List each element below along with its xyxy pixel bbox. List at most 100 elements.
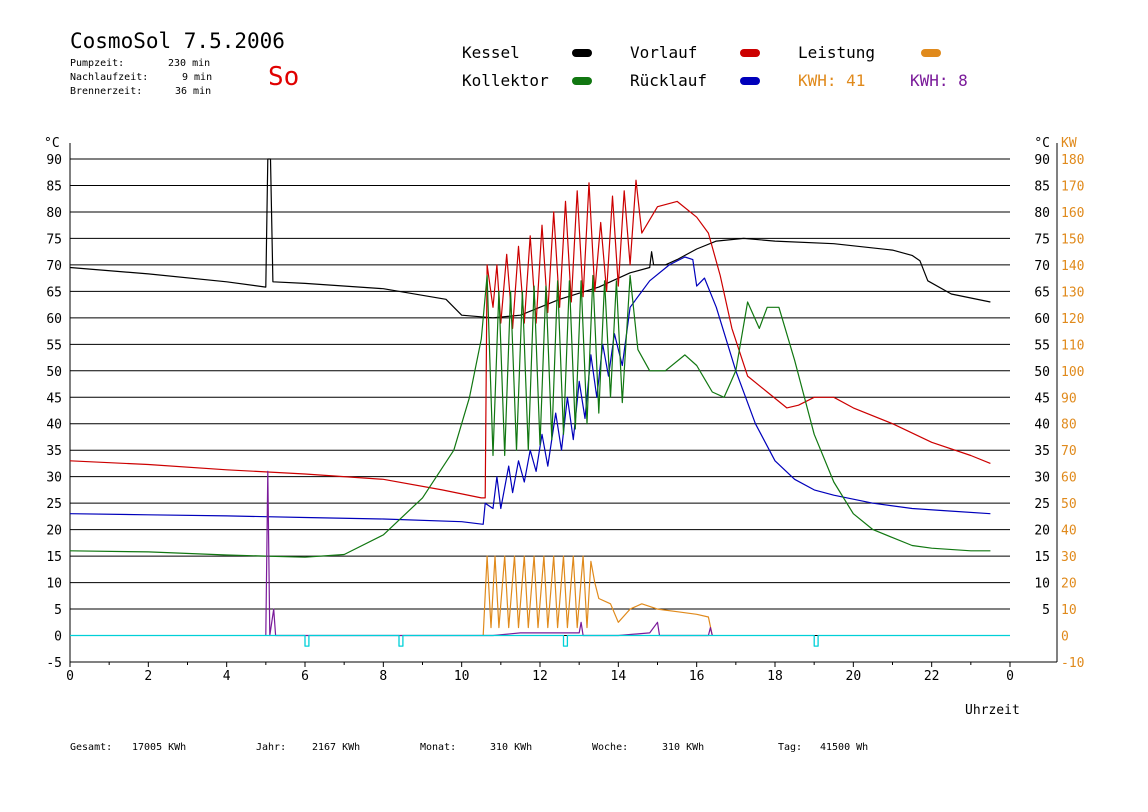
legend-swatch-ruecklauf: [740, 77, 760, 85]
legend-label-leistung: Leistung: [798, 43, 876, 62]
chart-grid: [70, 158, 1010, 637]
footer-label-monat: Monat:: [420, 742, 457, 753]
y-tick-right-kw: 30: [1061, 550, 1077, 565]
y-tick-left: -5: [46, 656, 62, 671]
y-tick-left: 0: [54, 630, 62, 645]
x-tick-label: 4: [223, 669, 231, 684]
y-tick-left: 70: [46, 259, 62, 274]
legend-label-ruecklauf: Rücklauf: [630, 71, 708, 90]
y-tick-left: 45: [46, 391, 62, 406]
y-tick-left: 40: [46, 418, 62, 433]
x-tick-label: 20: [846, 669, 862, 684]
stat-label-nachlaufzeit: Nachlaufzeit:: [70, 72, 149, 83]
x-tick-label: 12: [532, 669, 548, 684]
y-tick-left: 35: [46, 444, 62, 459]
y-tick-left: 60: [46, 312, 62, 327]
y-tick-right-c: 70: [1034, 259, 1050, 274]
legend-kwh-orange: KWH: 41: [798, 71, 866, 90]
series-vorlauf: [69, 179, 991, 499]
y-tick-left: 80: [46, 206, 62, 221]
chart-series: [69, 158, 1010, 647]
legend-swatch-vorlauf: [740, 49, 760, 57]
y-tick-right-kw: 170: [1061, 179, 1084, 194]
legend-swatch-kessel: [572, 49, 592, 57]
legend-label-kessel: Kessel: [462, 43, 520, 62]
y-tick-right-c: 75: [1034, 232, 1050, 247]
legend-swatch-leistung: [921, 49, 941, 57]
footer-value-jahr: 2167 KWh: [312, 742, 361, 753]
series-purple: [265, 470, 713, 637]
y-tick-right-c: 35: [1034, 444, 1050, 459]
y-tick-right-kw: 70: [1061, 444, 1077, 459]
footer-label-tag: Tag:: [778, 742, 803, 753]
y-tick-right-kw: 40: [1061, 524, 1077, 539]
y-tick-right-c: 55: [1034, 338, 1050, 353]
series-ruecklauf: [69, 256, 991, 525]
y-tick-right-kw: 20: [1061, 577, 1077, 592]
legend-label-kollektor: Kollektor: [462, 71, 549, 90]
y-tick-right-kw: 120: [1061, 312, 1084, 327]
x-tick-label: 0: [1006, 669, 1014, 684]
x-tick-label: 16: [689, 669, 705, 684]
stat-value-brennerzeit: 36 min: [175, 86, 212, 97]
y-tick-right-kw: 130: [1061, 285, 1084, 300]
chart-title: CosmoSol 7.5.2006: [70, 29, 285, 53]
x-tick-label: 6: [301, 669, 309, 684]
y-tick-right-kw: 180: [1061, 153, 1084, 168]
y-tick-right-kw: 100: [1061, 365, 1084, 380]
footer-label-woche: Woche:: [592, 742, 629, 753]
series-cyan: [70, 634, 1010, 647]
y-tick-left: 25: [46, 497, 62, 512]
y-tick-right-c: 25: [1034, 497, 1050, 512]
y-tick-right-kw: 60: [1061, 471, 1077, 486]
y-tick-right-c: 60: [1034, 312, 1050, 327]
legend-kwh-purple: KWH: 8: [910, 71, 968, 90]
y-tick-left: 55: [46, 338, 62, 353]
y-tick-right-kw: 0: [1061, 630, 1069, 645]
y-tick-left: 15: [46, 550, 62, 565]
y-tick-right-kw: 140: [1061, 259, 1084, 274]
y-tick-right-c: 20: [1034, 524, 1050, 539]
y-tick-left: 50: [46, 365, 62, 380]
y-tick-right-kw: 10: [1061, 603, 1077, 618]
y-tick-right-c: 80: [1034, 206, 1050, 221]
y-tick-right-c: 65: [1034, 285, 1050, 300]
y-unit-left: °C: [44, 136, 60, 151]
x-tick-label: 18: [767, 669, 783, 684]
legend-swatch-kollektor: [572, 77, 592, 85]
chart-axes: [69, 143, 1058, 667]
y-tick-right-kw: -10: [1061, 656, 1084, 671]
footer-value-woche: 310 KWh: [662, 742, 705, 753]
stat-label-brennerzeit: Brennerzeit:: [70, 86, 143, 97]
y-tick-left: 90: [46, 153, 62, 168]
y-tick-right-c: 30: [1034, 471, 1050, 486]
chart-ticks: °C-5051015202530354045505560657075808590…: [44, 136, 1084, 684]
x-tick-label: 14: [611, 669, 627, 684]
y-unit-right-kw: KW: [1061, 136, 1077, 151]
y-tick-right-kw: 50: [1061, 497, 1077, 512]
y-tick-right-c: 5: [1042, 603, 1050, 618]
y-tick-left: 20: [46, 524, 62, 539]
x-axis-label: Uhrzeit: [965, 703, 1020, 718]
stat-label-pumpzeit: Pumpzeit:: [70, 58, 125, 69]
series-leistung: [482, 555, 713, 636]
x-tick-label: 8: [379, 669, 387, 684]
y-tick-left: 75: [46, 232, 62, 247]
x-tick-label: 22: [924, 669, 940, 684]
footer-value-gesamt: 17005 KWh: [132, 742, 187, 753]
y-tick-left: 5: [54, 603, 62, 618]
y-tick-right-c: 45: [1034, 391, 1050, 406]
y-tick-left: 65: [46, 285, 62, 300]
y-unit-right-c: °C: [1034, 136, 1050, 151]
y-tick-left: 30: [46, 471, 62, 486]
y-tick-right-kw: 80: [1061, 418, 1077, 433]
y-tick-right-kw: 160: [1061, 206, 1084, 221]
y-tick-right-kw: 90: [1061, 391, 1077, 406]
y-tick-right-kw: 110: [1061, 338, 1084, 353]
y-tick-right-c: 40: [1034, 418, 1050, 433]
footer-value-tag: 41500 Wh: [820, 742, 869, 753]
series-kollektor: [69, 274, 991, 558]
y-tick-left: 85: [46, 179, 62, 194]
footer-value-monat: 310 KWh: [490, 742, 533, 753]
